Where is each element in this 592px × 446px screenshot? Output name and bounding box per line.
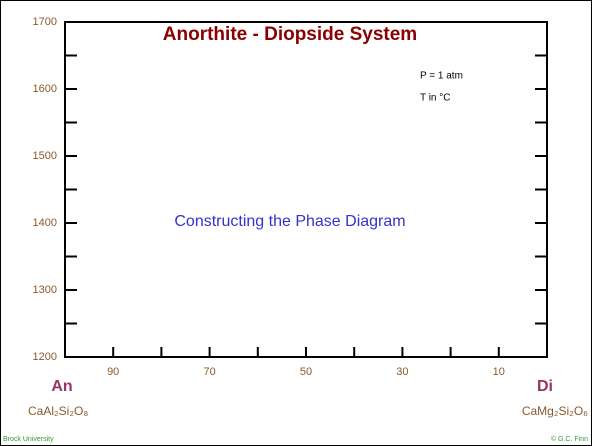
x-tick-label: 70	[203, 366, 215, 378]
condition: T in °C	[420, 93, 451, 104]
y-tick-label: 1500	[33, 150, 57, 162]
y-tick-label: 1700	[33, 16, 57, 28]
end-member-label: Di	[537, 378, 553, 395]
y-tick-label: 1300	[33, 284, 57, 296]
y-tick-label: 1200	[33, 351, 57, 363]
x-tick-label: 30	[396, 366, 408, 378]
condition: P = 1 atm	[420, 71, 463, 82]
x-tick-label: 10	[493, 366, 505, 378]
end-member-label: An	[51, 378, 72, 395]
footer: Brock University	[3, 436, 54, 443]
formula: CaMg₂Si₂O₆	[522, 404, 588, 418]
title: Anorthite - Diopside System	[163, 24, 417, 45]
formula: CaAl₂Si₂O₈	[28, 404, 88, 418]
footer: © G.C. Finn	[551, 435, 588, 443]
y-tick-label: 1600	[33, 83, 57, 95]
x-tick-label: 50	[300, 366, 312, 378]
subtitle: Constructing the Phase Diagram	[174, 213, 405, 230]
x-tick-label: 90	[107, 366, 119, 378]
y-tick-label: 1400	[33, 217, 57, 229]
